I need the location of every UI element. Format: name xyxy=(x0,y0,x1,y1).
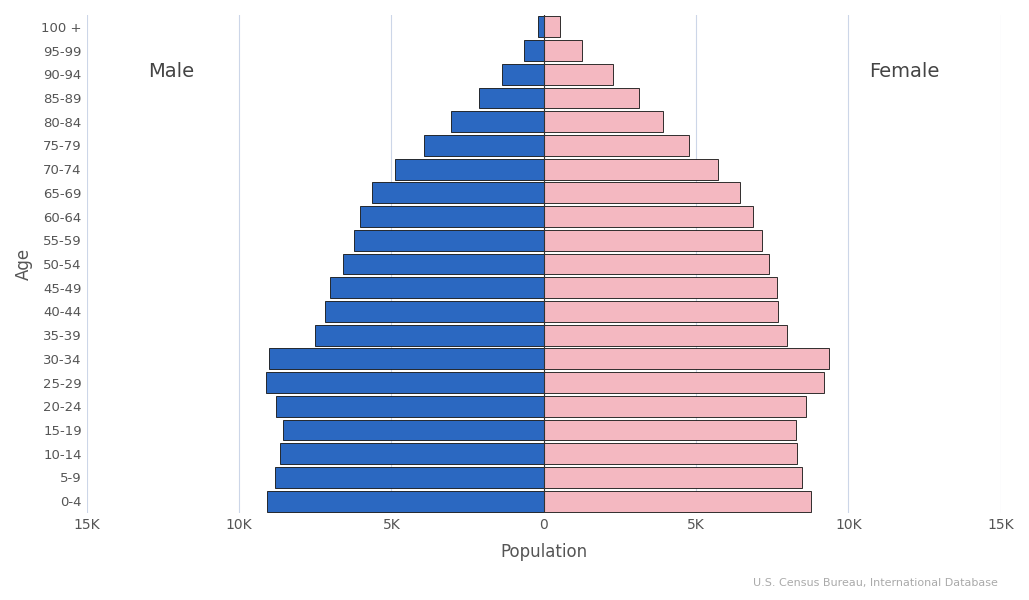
Bar xyxy=(543,159,717,179)
Bar xyxy=(280,443,543,464)
Bar xyxy=(543,88,639,109)
Bar xyxy=(543,372,824,393)
Bar xyxy=(543,111,663,132)
Bar xyxy=(325,301,543,322)
Bar xyxy=(543,16,560,37)
Bar xyxy=(543,396,807,417)
Text: Male: Male xyxy=(147,62,193,82)
Bar xyxy=(343,254,543,274)
Bar xyxy=(502,64,543,85)
Bar xyxy=(543,254,769,274)
Bar xyxy=(543,277,777,298)
Bar xyxy=(543,64,613,85)
Bar xyxy=(543,40,582,61)
Bar xyxy=(543,135,689,156)
Bar xyxy=(354,230,543,251)
Text: U.S. Census Bureau, International Database: U.S. Census Bureau, International Databa… xyxy=(753,578,998,588)
Bar xyxy=(543,419,795,440)
Bar xyxy=(452,111,543,132)
Bar xyxy=(543,467,803,488)
Bar xyxy=(543,491,811,512)
Bar xyxy=(330,277,543,298)
Bar xyxy=(538,16,543,37)
Bar xyxy=(478,88,543,109)
X-axis label: Population: Population xyxy=(500,543,588,561)
Bar xyxy=(275,467,543,488)
Bar xyxy=(543,206,752,227)
Bar xyxy=(371,182,543,203)
Bar xyxy=(315,325,543,346)
Bar xyxy=(360,206,543,227)
Bar xyxy=(267,491,543,512)
Bar xyxy=(543,325,787,346)
Bar xyxy=(395,159,543,179)
Bar xyxy=(543,349,829,370)
Bar xyxy=(283,419,543,440)
Bar xyxy=(270,349,543,370)
Bar xyxy=(543,301,778,322)
Bar xyxy=(276,396,543,417)
Y-axis label: Age: Age xyxy=(15,248,33,280)
Text: Female: Female xyxy=(870,62,939,82)
Bar xyxy=(525,40,543,61)
Bar xyxy=(543,443,797,464)
Bar xyxy=(543,230,761,251)
Bar xyxy=(543,182,741,203)
Bar xyxy=(424,135,543,156)
Bar xyxy=(265,372,543,393)
